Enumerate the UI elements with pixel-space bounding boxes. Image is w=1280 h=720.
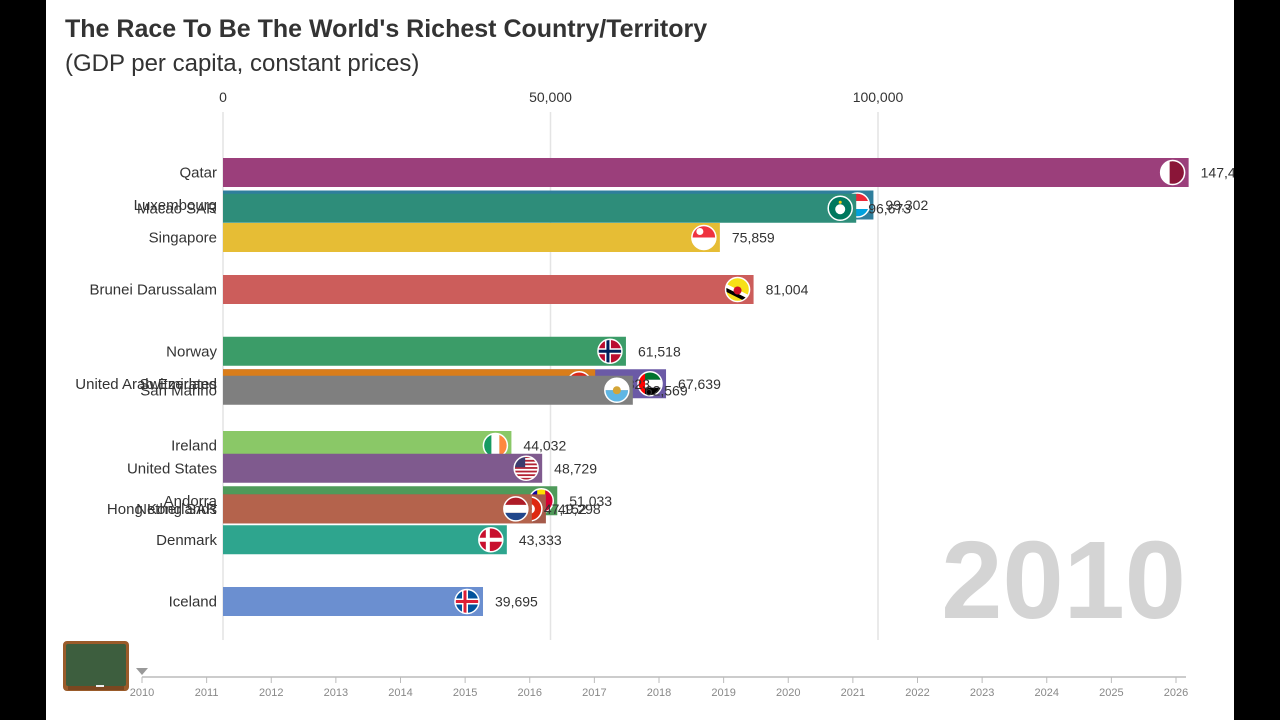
chalkboard-icon xyxy=(63,641,129,691)
value-label: 96,673 xyxy=(868,200,911,216)
brunei-flag-icon xyxy=(724,276,751,303)
country-label: Luxembourg xyxy=(134,197,217,214)
bar-united-states xyxy=(223,453,543,483)
value-label: 81,004 xyxy=(766,282,809,298)
bar-singapore xyxy=(223,223,720,252)
value-label: 99,302 xyxy=(885,197,928,213)
bar-macao-sar xyxy=(223,193,857,223)
bar-group-netherlands: Netherlands 47,152 xyxy=(136,494,587,524)
value-label: 48,729 xyxy=(554,460,597,476)
chart-title: The Race To Be The World's Richest Count… xyxy=(65,15,708,43)
norway-flag-icon xyxy=(597,338,623,364)
value-label: 47,152 xyxy=(544,501,587,517)
netherlands-flag-icon xyxy=(503,496,529,522)
bar-group-iceland: Iceland 39,695 xyxy=(169,587,538,616)
bar-group-macao-sar: Macao SAR 96,673 xyxy=(137,193,911,223)
country-label: Iceland xyxy=(169,594,217,611)
x-tick-label: 100,000 xyxy=(853,89,904,105)
country-label: Switzerland xyxy=(139,376,217,393)
value-label: 39,695 xyxy=(495,594,538,610)
x-axis: 0 50,000 100,000 xyxy=(219,89,903,105)
value-label: 75,859 xyxy=(732,230,775,246)
value-label: 61,518 xyxy=(638,343,681,359)
country-label: Netherlands xyxy=(136,501,217,518)
timeline-year-label[interactable]: 2021 xyxy=(841,687,865,699)
bar-netherlands xyxy=(223,494,532,524)
value-label: 49,298 xyxy=(558,501,601,517)
timeline-year-label[interactable]: 2024 xyxy=(1035,687,1059,699)
country-label: Hong Kong SAR xyxy=(107,501,217,518)
bar-group-singapore: Singapore 75,859 xyxy=(149,223,775,252)
bar-group-brunei-darussalam: Brunei Darussalam 81,004 xyxy=(89,275,809,304)
usa-flag-icon xyxy=(513,455,539,481)
country-label: Brunei Darussalam xyxy=(89,282,217,299)
bar-brunei-darussalam xyxy=(223,275,754,304)
timeline-year-label[interactable]: 2013 xyxy=(324,687,348,699)
bar-san-marino xyxy=(223,375,633,405)
timeline-year-label[interactable]: 2022 xyxy=(905,687,929,699)
denmark-flag-icon xyxy=(478,527,504,553)
timeline-year-label[interactable]: 2020 xyxy=(776,687,800,699)
bar-norway xyxy=(223,336,626,366)
country-label: United Arab Emirates xyxy=(75,376,217,393)
timeline-year-label[interactable]: 2023 xyxy=(970,687,994,699)
timeline-year-label[interactable]: 2025 xyxy=(1099,687,1123,699)
bar-qatar xyxy=(223,158,1189,187)
timeline-year-label[interactable]: 2016 xyxy=(518,687,542,699)
timeline-year-label[interactable]: 2015 xyxy=(453,687,477,699)
qatar-flag-icon xyxy=(1159,159,1186,186)
timeline-handle[interactable] xyxy=(136,668,148,675)
timeline-year-label[interactable]: 2026 xyxy=(1164,687,1188,699)
country-label: Macao SAR xyxy=(137,200,217,217)
timeline-year-label[interactable]: 2014 xyxy=(388,687,412,699)
chart-panel: The Race To Be The World's Richest Count… xyxy=(46,0,1234,720)
country-label: Denmark xyxy=(156,532,217,549)
x-tick-label: 0 xyxy=(219,89,227,105)
value-label: 51,033 xyxy=(569,493,612,509)
country-label: Singapore xyxy=(149,230,217,247)
chart-subtitle: (GDP per capita, constant prices) xyxy=(65,50,420,77)
value-label: 67,639 xyxy=(678,376,721,392)
country-label: San Marino xyxy=(140,382,217,399)
san-marino-flag-icon xyxy=(604,377,630,403)
country-label: United States xyxy=(127,460,217,477)
country-label: Ireland xyxy=(171,438,217,455)
value-label: 147,425 xyxy=(1201,165,1234,181)
country-label: Qatar xyxy=(179,165,217,182)
iceland-flag-icon xyxy=(454,588,480,615)
year-timeline[interactable]: 2010 2011 2012 2013 2014 2015 2016 2017 2018 2019… xyxy=(130,668,1188,699)
bar-group-san-marino: San Marino 62,569 xyxy=(140,375,688,405)
bars: Qatar 147,425 Luxembourg 99,302 Macao SAR 96,… xyxy=(75,158,1234,616)
timeline-year-label[interactable]: 2010 xyxy=(130,687,154,699)
country-label: Norway xyxy=(166,343,217,360)
singapore-flag-icon xyxy=(691,224,717,251)
bar-denmark xyxy=(223,525,507,555)
value-label: 43,333 xyxy=(519,532,562,548)
bar-group-united-states: United States 48,729 xyxy=(127,453,597,483)
bar-group-qatar: Qatar 147,425 xyxy=(179,158,1234,187)
value-label: 44,032 xyxy=(523,438,566,454)
timeline-year-label[interactable]: 2018 xyxy=(647,687,671,699)
bar-group-denmark: Denmark 43,333 xyxy=(156,525,562,555)
macao-flag-icon xyxy=(827,195,853,221)
year-watermark: 2010 xyxy=(941,519,1186,642)
timeline-year-label[interactable]: 2019 xyxy=(711,687,735,699)
timeline-year-label[interactable]: 2017 xyxy=(582,687,606,699)
x-tick-label: 50,000 xyxy=(529,89,572,105)
country-label: Andorra xyxy=(164,493,218,510)
timeline-year-label[interactable]: 2011 xyxy=(195,687,219,699)
value-label: 62,569 xyxy=(645,382,688,398)
bar-chart-race: 0 50,000 100,000 Qatar 147,425 Luxembourg 99,… xyxy=(75,89,1234,699)
bar-iceland xyxy=(223,587,484,616)
uae-flag-icon xyxy=(637,371,663,397)
timeline-year-label[interactable]: 2012 xyxy=(259,687,283,699)
bar-group-norway: Norway 61,518 xyxy=(166,336,681,366)
